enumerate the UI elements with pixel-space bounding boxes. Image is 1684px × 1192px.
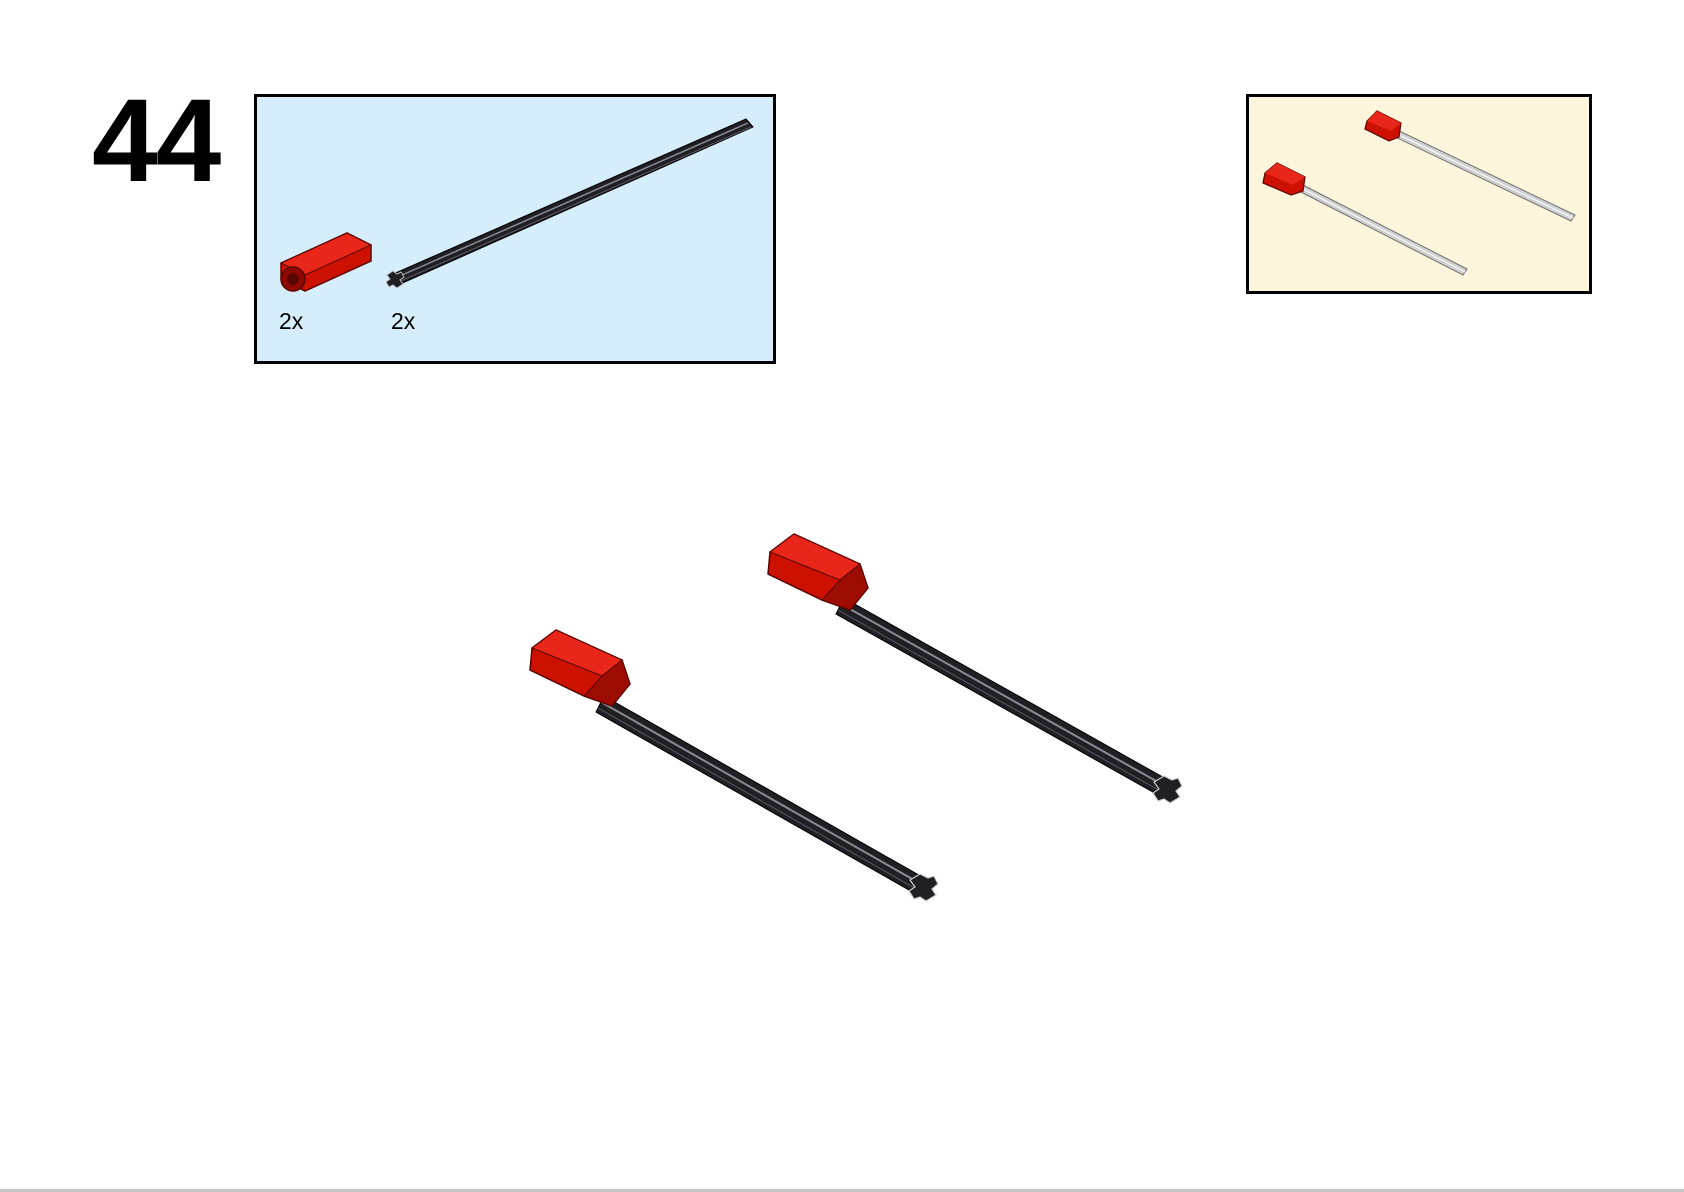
sub-assembly-preview-box <box>1246 94 1592 294</box>
sub-assembly-preview-illustration <box>1262 110 1576 276</box>
axle-quantity: 2x <box>391 308 416 334</box>
preview-rod-lower-icon <box>1262 162 1468 276</box>
connector-quantity: 2x <box>279 308 304 334</box>
preview-rod-upper-icon <box>1364 110 1576 222</box>
black-axle-icon <box>385 118 754 289</box>
main-assembly-illustration <box>529 533 1183 902</box>
step-number: 44 <box>92 75 221 207</box>
parts-list-box: 2x 2x <box>254 94 776 364</box>
assembled-axle-lower-icon <box>529 629 939 902</box>
bottom-divider <box>0 1189 1684 1192</box>
parts-list-illustration <box>279 118 754 292</box>
assembled-axle-upper-icon <box>767 533 1183 804</box>
red-axle-connector-icon <box>279 232 373 292</box>
